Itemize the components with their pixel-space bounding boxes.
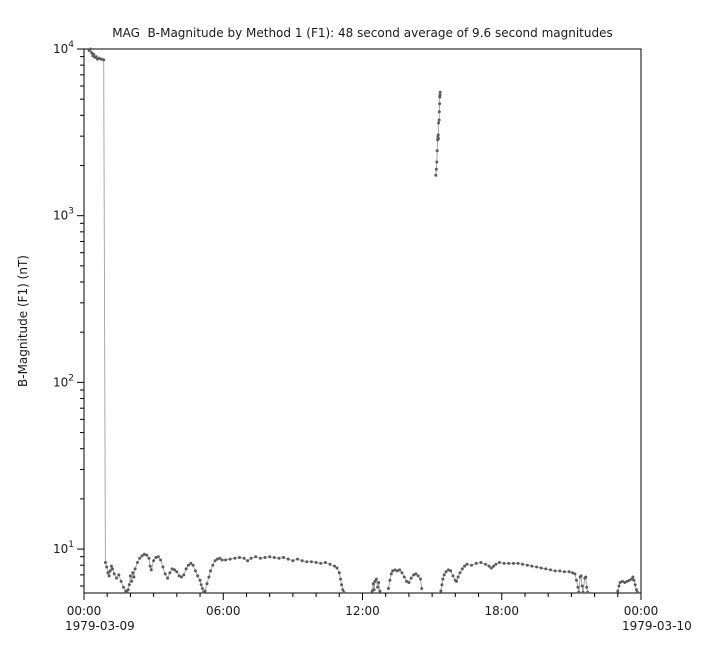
x-tick-label: 00:00 [624, 604, 659, 618]
x-tick-label: 00:00 [67, 604, 102, 618]
x-date-label: 1979-03-10 [622, 619, 692, 633]
y-axis-ticks [77, 48, 84, 587]
data-line [88, 48, 638, 594]
x-date-label: 1979-03-09 [65, 619, 135, 633]
x-axis-ticks [83, 593, 642, 600]
x-tick-label: 06:00 [206, 604, 241, 618]
data-markers [87, 47, 639, 594]
plot-frame [83, 48, 642, 594]
chart-title: MAG B-Magnitude by Method 1 (F1): 48 sec… [112, 26, 613, 40]
y-tick-label: 101 [53, 540, 74, 556]
y-tick-label: 103 [53, 207, 74, 223]
x-tick-label: 12:00 [345, 604, 380, 618]
y-tick-label: 102 [53, 373, 74, 389]
x-tick-label: 18:00 [484, 604, 519, 618]
y-tick-label: 104 [53, 40, 74, 56]
